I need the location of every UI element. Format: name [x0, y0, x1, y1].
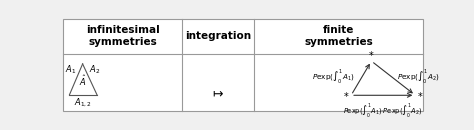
- Text: $*$: $*$: [368, 49, 374, 59]
- Text: infinitesimal
symmetries: infinitesimal symmetries: [86, 25, 159, 47]
- Text: $*$: $*$: [417, 90, 424, 100]
- Text: integration: integration: [185, 31, 251, 41]
- Text: $P\exp(\int_0^1 A_1){\cdot}P\exp(\int_0^1 A_2)$: $P\exp(\int_0^1 A_1){\cdot}P\exp(\int_0^…: [343, 102, 422, 120]
- Text: $\hat{A}$: $\hat{A}$: [79, 74, 87, 88]
- Text: finite
symmetries: finite symmetries: [304, 25, 373, 47]
- Text: $A_1$: $A_1$: [65, 63, 76, 76]
- Text: $P\exp(\int_0^1 A_1)$: $P\exp(\int_0^1 A_1)$: [312, 67, 355, 86]
- Text: $A_2$: $A_2$: [89, 63, 100, 76]
- Text: $\mapsto$: $\mapsto$: [210, 87, 224, 100]
- Text: $A_{1,2}$: $A_{1,2}$: [74, 97, 92, 109]
- Text: $*$: $*$: [343, 90, 349, 100]
- Text: $P\exp(\int_0^1 A_2)$: $P\exp(\int_0^1 A_2)$: [397, 67, 439, 86]
